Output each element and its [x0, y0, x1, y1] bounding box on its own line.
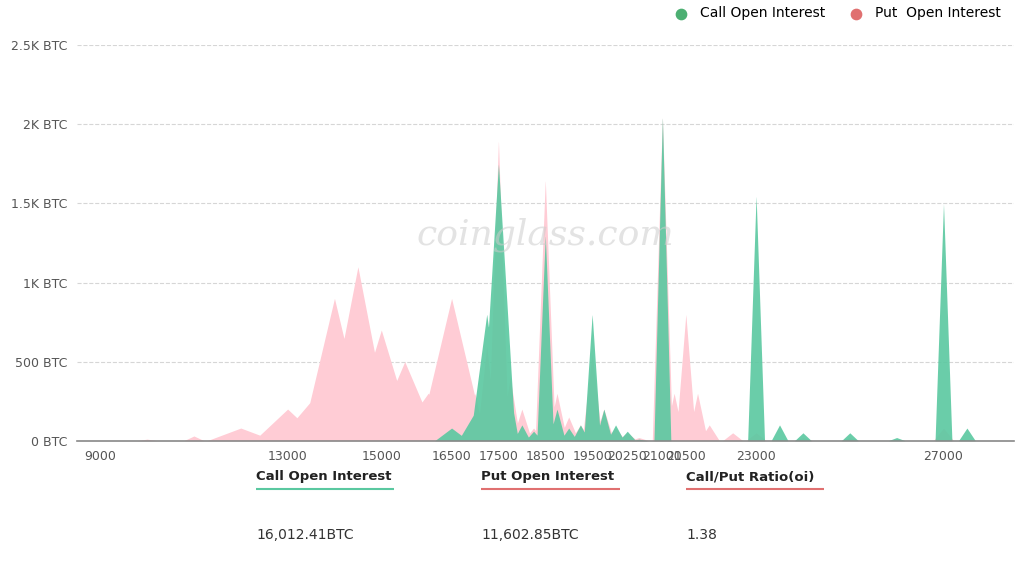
Text: Call/Put Ratio(oi): Call/Put Ratio(oi) — [686, 470, 814, 483]
Text: 1.38: 1.38 — [686, 528, 717, 542]
Text: Put Open Interest: Put Open Interest — [481, 470, 614, 483]
Text: Call Open Interest: Call Open Interest — [256, 470, 391, 483]
Legend: Call Open Interest, Put  Open Interest: Call Open Interest, Put Open Interest — [662, 1, 1007, 26]
Text: 11,602.85BTC: 11,602.85BTC — [481, 528, 579, 542]
Text: coinglass.com: coinglass.com — [417, 218, 674, 253]
Text: 16,012.41BTC: 16,012.41BTC — [256, 528, 353, 542]
